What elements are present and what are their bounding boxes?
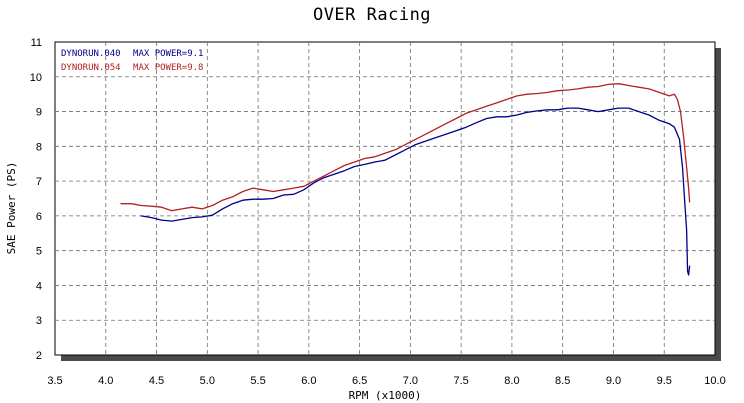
chart-title: OVER Racing (313, 5, 431, 25)
x-axis-ticks: 3.5 4.0 4.5 5.0 5.5 6.0 6.5 7.0 7.5 8.0 8.5 9.0 9.5 1… (47, 375, 725, 387)
grid-lines (55, 42, 715, 355)
legend-entry-dynorun-040: DYNORUN.040 MAX POWER=9.1 (61, 49, 203, 59)
x-tick-label: 7.5 (454, 375, 469, 387)
y-tick-label: 3 (36, 315, 42, 327)
x-tick-label: 9.0 (606, 375, 621, 387)
plot-area (54, 41, 716, 356)
legend-series-detail: MAX POWER=9.1 (133, 49, 203, 59)
legend-series-name: DYNORUN.054 (61, 63, 121, 73)
x-axis-label: RPM (x1000) (349, 389, 422, 402)
y-tick-label: 4 (36, 280, 42, 292)
legend-series-detail: MAX POWER=9.8 (133, 63, 203, 73)
y-tick-label: 5 (36, 246, 42, 258)
x-tick-label: 4.0 (98, 375, 113, 387)
y-tick-label: 2 (36, 350, 42, 362)
y-tick-label: 6 (36, 211, 42, 223)
data-series (120, 83, 691, 276)
x-tick-label: 4.5 (149, 375, 164, 387)
x-tick-label: 10.0 (704, 375, 725, 387)
series-line-dynorun-040 (140, 107, 691, 276)
x-tick-label: 5.0 (200, 375, 215, 387)
series-line-dynorun-054 (120, 83, 691, 212)
y-tick-label: 11 (31, 37, 42, 49)
legend-entry-dynorun-054: DYNORUN.054 MAX POWER=9.8 (61, 63, 203, 73)
y-tick-label: 9 (36, 107, 42, 119)
x-tick-label: 8.0 (504, 375, 519, 387)
legend-series-name: DYNORUN.040 (61, 49, 121, 59)
y-axis-label: SAE Power (PS) (5, 162, 18, 255)
y-axis-ticks: 2 3 4 5 6 7 8 9 10 11 (30, 37, 42, 362)
x-tick-label: 8.5 (555, 375, 570, 387)
x-tick-label: 6.0 (301, 375, 316, 387)
x-tick-label: 7.0 (403, 375, 418, 387)
y-tick-label: 10 (30, 72, 42, 84)
x-tick-label: 3.5 (47, 375, 62, 387)
y-tick-label: 8 (36, 141, 42, 153)
x-tick-label: 5.5 (250, 375, 265, 387)
x-tick-label: 9.5 (657, 375, 672, 387)
x-tick-label: 6.5 (352, 375, 367, 387)
legend: DYNORUN.040 MAX POWER=9.1 DYNORUN.054 MA… (61, 49, 203, 73)
y-tick-label: 7 (36, 176, 42, 188)
